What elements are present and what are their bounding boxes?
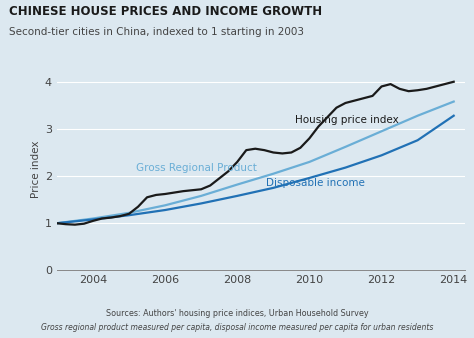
Text: Sources: Authors' housing price indices, Urban Household Survey: Sources: Authors' housing price indices,… — [106, 309, 368, 318]
Text: Housing price index: Housing price index — [295, 115, 399, 125]
Text: Gross regional product measured per capita, disposal income measured per capita : Gross regional product measured per capi… — [41, 323, 433, 333]
Text: Gross Regional Product: Gross Regional Product — [136, 163, 257, 173]
Text: CHINESE HOUSE PRICES AND INCOME GROWTH: CHINESE HOUSE PRICES AND INCOME GROWTH — [9, 5, 323, 18]
Text: Disposable income: Disposable income — [266, 178, 365, 189]
Text: Second-tier cities in China, indexed to 1 starting in 2003: Second-tier cities in China, indexed to … — [9, 27, 304, 37]
Y-axis label: Price index: Price index — [31, 140, 41, 198]
